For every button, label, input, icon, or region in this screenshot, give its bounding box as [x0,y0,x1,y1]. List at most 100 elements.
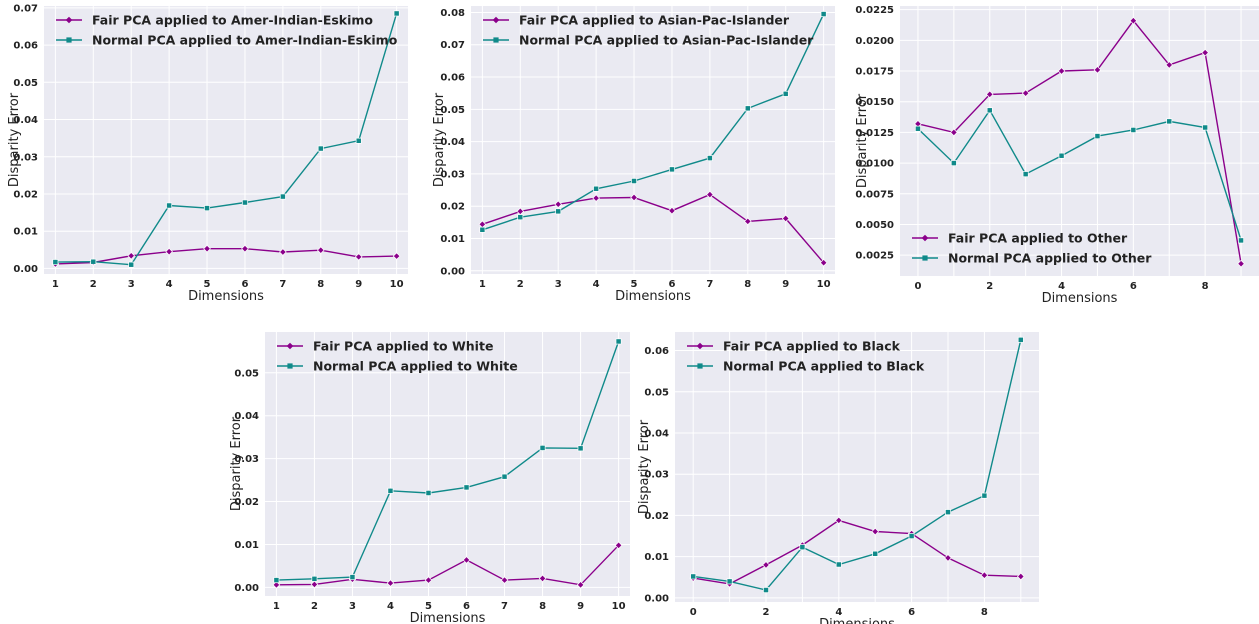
fair-pca-point [279,248,287,256]
plot-area [900,6,1259,276]
y-tick-label: 0.08 [440,8,465,19]
y-tick-label: 0.03 [234,454,259,465]
x-tick-label: 3 [128,279,135,290]
x-tick-label: 8 [981,607,988,618]
y-tick-label: 0.04 [13,115,38,126]
fair-pca-point [272,581,281,589]
y-tick-label: 0.06 [13,41,38,52]
y-tick-label: 0.07 [13,3,38,14]
normal-pca-point [1166,118,1173,125]
fair-pca-point [614,541,623,550]
legend-square-marker [922,255,928,261]
fair-pca-line [482,193,825,264]
chart-white: 1 2 3 4 5 6 7 8 9 10 0.00 0.01 0.02 0.03 0.04 0.05 Dimen… [229,332,630,624]
y-axis-label: Disparity Error [637,419,652,514]
normal-pca-point [204,205,210,212]
normal-pca-point [593,185,600,192]
fair-pca-point [1165,61,1174,69]
normal-pca-line [276,341,620,581]
x-tick-label: 9 [782,279,789,290]
fair-pca-line [55,247,397,265]
chart-amer-indian-eskimo: 1 2 3 4 5 6 7 8 9 10 0.00 0.01 0.02 0.03 0.04 0.05 0.06 0… [7,3,408,304]
fair-pca-point [310,580,319,589]
normal-pca-point [1022,171,1029,178]
fair-pca-point [1021,89,1030,97]
fair-pca-point [392,252,401,260]
normal-pca-point [279,193,286,200]
normal-pca-point [425,490,432,496]
fair-pca-point [781,214,790,223]
y-axis-label: Disparity Error [7,92,22,187]
x-tick-label: 5 [204,279,211,290]
fair-pca-line [276,544,620,586]
legend-square-marker [697,363,703,369]
x-tick-label: 8 [1202,281,1209,292]
legend-label: Fair PCA applied to Asian-Pac-Islander [519,13,790,28]
normal-pca-point [706,155,713,162]
fair-pca-line [693,519,1021,585]
legend-label: Normal PCA applied to White [313,359,518,374]
chart-other: 0 2 4 6 8 0.0025 0.0050 0.0075 0.0100 0.0125 0.015… [855,5,1259,306]
x-tick-label: 7 [706,279,713,290]
fair-pca-point [316,246,325,254]
normal-pca-point [273,577,280,584]
fair-pca-point [871,527,879,536]
fair-pca-point [819,258,828,267]
normal-pca-point [577,445,584,452]
normal-pca-line [55,13,398,266]
fair-pca-point [165,247,173,256]
y-tick-label: 0.04 [644,428,669,439]
y-tick-label: 0.0150 [855,97,894,108]
x-tick-label: 9 [577,601,584,612]
fair-pca-point [386,579,395,587]
fair-pca-point [592,194,600,202]
normal-pca-point [914,125,921,132]
legend-diamond-marker [492,16,500,24]
x-axis-label: Dimensions [1042,291,1118,306]
normal-pca-point [128,261,135,268]
fair-pca-point [462,556,471,564]
normal-pca-line [482,13,825,231]
normal-pca-point [726,578,733,585]
normal-pca-point [1094,133,1101,140]
normal-pca-point [986,107,993,114]
x-tick-label: 10 [390,279,404,290]
fair-pca-point [985,90,994,99]
fair-pca-point [980,571,989,580]
x-tick-label: 5 [631,279,638,290]
y-tick-label: 0.0075 [855,189,894,200]
legend-label: Fair PCA applied to Other [948,231,1128,246]
y-tick-label: 0.02 [13,189,38,200]
normal-pca-point [311,575,318,582]
legend-square-marker [66,37,72,43]
fair-pca-point [1201,48,1209,57]
y-tick-label: 0.0200 [855,36,894,47]
fair-pca-point [835,516,843,525]
normal-pca-point [355,137,362,144]
y-tick-label: 0.02 [234,497,259,508]
normal-pca-point [1202,124,1209,131]
x-tick-label: 10 [612,601,626,612]
x-tick-label: 1 [273,601,280,612]
y-tick-label: 0.0125 [855,128,894,139]
x-tick-label: 7 [501,601,508,612]
y-tick-label: 0.00 [644,593,669,604]
fair-pca-point [668,206,676,215]
y-tick-label: 0.02 [644,511,669,522]
normal-pca-point [950,160,957,167]
fair-pca-point [1129,16,1138,25]
x-tick-label: 5 [425,601,432,612]
fair-pca-point [424,576,433,584]
normal-pca-point [463,484,470,491]
normal-pca-point [387,487,394,494]
y-tick-label: 0.06 [644,346,669,357]
fair-pca-point [576,581,585,589]
normal-pca-point [799,544,806,551]
fair-pca-point [743,217,752,226]
normal-pca-point [517,214,524,221]
normal-pca-point [349,574,356,581]
x-tick-label: 2 [986,281,993,292]
x-tick-label: 6 [908,607,915,618]
x-tick-label: 2 [90,279,97,290]
x-tick-label: 2 [311,601,318,612]
